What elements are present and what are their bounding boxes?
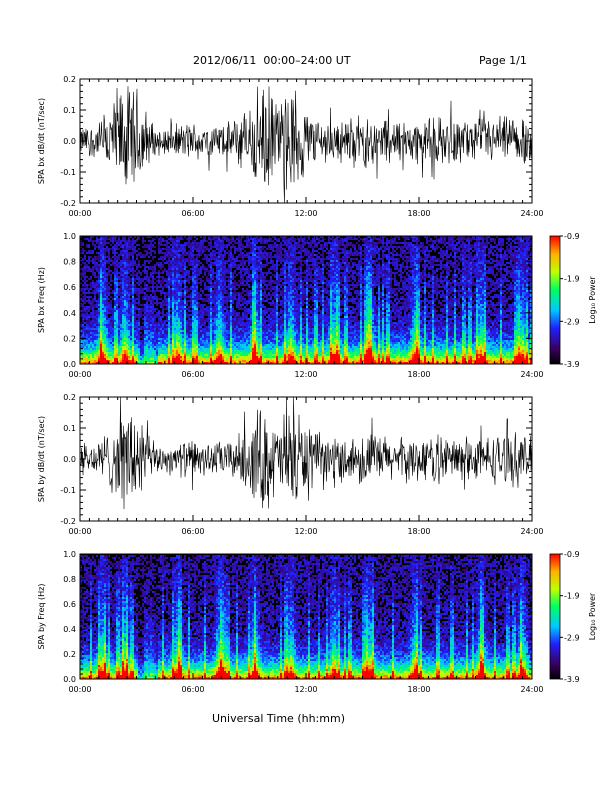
colorbar: -0.9 -1.9 -2.9 -3.9 Log₁₀ Power <box>549 232 597 369</box>
waveform-panel: 00:00 06:00 12:00 18:00 24:00 -0.2 -0.1 0.0 0.1 0… <box>37 75 544 218</box>
x-tick-label: 00:00 <box>68 370 91 379</box>
waveform-series <box>80 397 532 510</box>
y-axis-label: SPA bx Freq (Hz) <box>37 267 46 333</box>
colorbar: -0.9 -1.9 -2.9 -3.9 Log₁₀ Power <box>549 550 597 684</box>
y-tick-label: 0.0 <box>63 360 76 369</box>
x-tick-label: 18:00 <box>407 685 430 694</box>
x-tick-label: 18:00 <box>407 209 430 218</box>
x-tick-label: 00:00 <box>68 685 91 694</box>
y-tick-label: 0.8 <box>63 258 76 267</box>
x-tick-label: 24:00 <box>520 209 543 218</box>
x-axis-title: Universal Time (hh:mm) <box>212 712 345 725</box>
colorbar-tick-label: -2.9 <box>564 317 580 326</box>
y-tick-label: 0.0 <box>63 675 76 684</box>
x-tick-label: 00:00 <box>68 209 91 218</box>
y-axis-label: SPA by Freq (Hz) <box>37 584 46 650</box>
y-tick-label: 0.0 <box>63 137 76 146</box>
x-tick-label: 06:00 <box>181 685 204 694</box>
x-tick-label: 12:00 <box>294 370 317 379</box>
x-tick-label: 18:00 <box>407 527 430 536</box>
y-tick-label: -0.1 <box>60 168 76 177</box>
y-tick-label: 0.8 <box>63 575 76 584</box>
colorbar-tick-label: -0.9 <box>564 550 580 559</box>
colorbar-tick-label: -1.9 <box>564 592 580 601</box>
x-tick-label: 12:00 <box>294 209 317 218</box>
y-tick-label: 1.0 <box>63 550 76 559</box>
colorbar-tick-label: -3.9 <box>564 675 580 684</box>
y-tick-label: 0.2 <box>63 75 76 84</box>
y-tick-label: 0.2 <box>63 393 76 402</box>
colorbar-tick-label: -1.9 <box>564 275 580 284</box>
y-tick-label: 0.2 <box>63 650 76 659</box>
spectrogram-panel: 00:00 06:00 12:00 18:00 24:00 0.0 0.2 0.4 0.6 0.8… <box>37 232 544 379</box>
y-axis-label: SPA by dB/dt (nT/sec) <box>37 416 46 502</box>
y-tick-label: -0.2 <box>60 199 76 208</box>
x-tick-label: 06:00 <box>181 370 204 379</box>
y-tick-label: 0.1 <box>63 106 76 115</box>
page-title: 2012/06/11 00:00–24:00 UT <box>193 54 351 67</box>
y-tick-label: 0.4 <box>63 625 76 634</box>
y-tick-label: 0.6 <box>63 600 76 609</box>
x-tick-label: 12:00 <box>294 685 317 694</box>
y-tick-label: 0.4 <box>63 309 76 318</box>
x-tick-label: 24:00 <box>520 527 543 536</box>
y-axis-label: SPA bx dB/dt (nT/sec) <box>37 98 46 184</box>
y-tick-label: 0.1 <box>63 424 76 433</box>
colorbar-label: Log₁₀ Power <box>588 592 597 640</box>
x-tick-label: 12:00 <box>294 527 317 536</box>
x-tick-label: 24:00 <box>520 370 543 379</box>
y-tick-label: -0.2 <box>60 517 76 526</box>
waveform-panel: 00:00 06:00 12:00 18:00 24:00 -0.2 -0.1 0.0 0.1 0… <box>37 393 544 536</box>
y-tick-label: 1.0 <box>63 232 76 241</box>
x-tick-label: 06:00 <box>181 527 204 536</box>
waveform-series <box>80 86 532 203</box>
y-tick-label: 0.6 <box>63 283 76 292</box>
colorbar-gradient <box>549 553 561 680</box>
colorbar-tick-label: -0.9 <box>564 232 580 241</box>
heatmap-cells <box>80 555 532 679</box>
y-tick-label: 0.2 <box>63 334 76 343</box>
heatmap-cells <box>80 236 532 364</box>
x-tick-label: 18:00 <box>407 370 430 379</box>
colorbar-gradient <box>549 235 561 365</box>
x-tick-label: 00:00 <box>68 527 91 536</box>
colorbar-tick-label: -2.9 <box>564 633 580 642</box>
colorbar-tick-label: -3.9 <box>564 360 580 369</box>
page-number: Page 1/1 <box>479 54 527 67</box>
x-tick-label: 24:00 <box>520 685 543 694</box>
y-tick-label: -0.1 <box>60 486 76 495</box>
y-tick-label: 0.0 <box>63 455 76 464</box>
x-tick-label: 06:00 <box>181 209 204 218</box>
colorbar-label: Log₁₀ Power <box>588 276 597 324</box>
spectrogram-panel: 00:00 06:00 12:00 18:00 24:00 0.0 0.2 0.4 0.6 0.8… <box>37 550 544 694</box>
